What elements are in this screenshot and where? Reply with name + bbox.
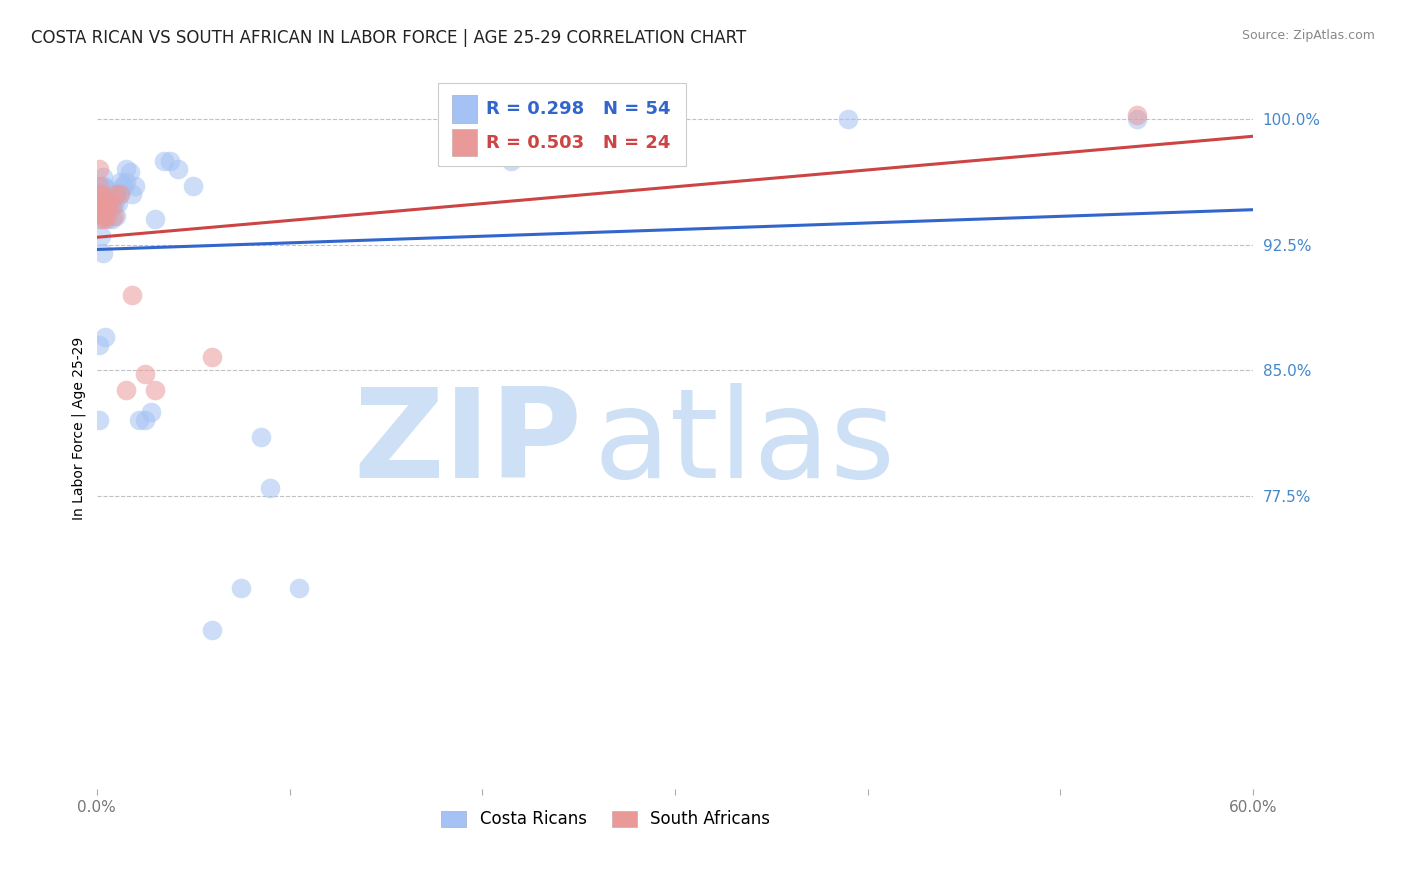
Point	[103, 186, 125, 200]
Point	[103, 209, 125, 223]
Text: R = 0.298   N = 54: R = 0.298 N = 54	[486, 100, 671, 118]
Point	[101, 212, 124, 227]
Point	[249, 430, 271, 444]
Point	[101, 199, 124, 213]
Point	[111, 178, 134, 193]
Point	[108, 186, 131, 200]
Point	[288, 581, 311, 595]
Text: atlas: atlas	[593, 383, 896, 504]
Point	[1126, 108, 1149, 122]
Point	[105, 192, 128, 206]
Point	[128, 413, 150, 427]
Point	[143, 384, 166, 398]
Point	[108, 176, 131, 190]
Point	[153, 153, 176, 168]
Point	[97, 212, 120, 227]
Point	[97, 195, 120, 210]
Point	[91, 178, 114, 193]
Point	[91, 178, 114, 193]
Point	[103, 199, 125, 213]
Point	[837, 112, 859, 126]
Point	[97, 195, 120, 210]
Point	[105, 187, 128, 202]
Point	[201, 350, 224, 364]
Point	[90, 187, 112, 202]
Point	[112, 178, 135, 193]
Point	[93, 329, 115, 343]
Point	[114, 384, 136, 398]
Point	[87, 187, 110, 202]
Point	[87, 413, 110, 427]
Y-axis label: In Labor Force | Age 25-29: In Labor Force | Age 25-29	[72, 337, 86, 521]
Point	[143, 212, 166, 227]
Point	[231, 581, 253, 595]
Point	[114, 176, 136, 190]
Point	[201, 623, 224, 637]
Point	[159, 153, 181, 168]
Point	[91, 209, 114, 223]
Point	[118, 165, 141, 179]
Point	[90, 212, 112, 227]
Point	[96, 199, 118, 213]
Point	[114, 162, 136, 177]
Point	[124, 178, 146, 193]
Point	[91, 170, 114, 185]
Point	[1126, 112, 1149, 126]
Text: ZIP: ZIP	[354, 383, 582, 504]
Point	[134, 413, 156, 427]
Point	[501, 153, 523, 168]
FancyBboxPatch shape	[451, 95, 477, 122]
Point	[91, 246, 114, 260]
Point	[108, 187, 131, 202]
Point	[98, 199, 121, 213]
Text: COSTA RICAN VS SOUTH AFRICAN IN LABOR FORCE | AGE 25-29 CORRELATION CHART: COSTA RICAN VS SOUTH AFRICAN IN LABOR FO…	[31, 29, 747, 46]
Point	[105, 209, 128, 223]
Text: R = 0.503   N = 24: R = 0.503 N = 24	[486, 134, 671, 152]
Point	[90, 212, 112, 227]
Point	[90, 229, 112, 244]
Point	[96, 187, 118, 202]
Point	[87, 187, 110, 202]
Legend: Costa Ricans, South Africans: Costa Ricans, South Africans	[434, 804, 776, 835]
Point	[101, 192, 124, 206]
Point	[91, 195, 114, 210]
Text: Source: ZipAtlas.com: Source: ZipAtlas.com	[1241, 29, 1375, 42]
Point	[98, 192, 121, 206]
Point	[259, 481, 281, 495]
Point	[121, 287, 143, 301]
Point	[166, 162, 188, 177]
Point	[91, 195, 114, 210]
Point	[93, 195, 115, 210]
Point	[121, 187, 143, 202]
Point	[98, 186, 121, 200]
Point	[93, 212, 115, 227]
Point	[96, 195, 118, 210]
Point	[93, 199, 115, 213]
Point	[90, 187, 112, 202]
Point	[134, 367, 156, 381]
Point	[90, 199, 112, 213]
Point	[139, 405, 162, 419]
Point	[181, 178, 204, 193]
Point	[96, 209, 118, 223]
Point	[107, 195, 129, 210]
Point	[87, 178, 110, 193]
FancyBboxPatch shape	[437, 83, 686, 166]
Point	[87, 162, 110, 177]
Point	[93, 182, 115, 196]
Point	[87, 338, 110, 352]
Point	[97, 182, 120, 196]
FancyBboxPatch shape	[451, 129, 477, 156]
Point	[96, 209, 118, 223]
